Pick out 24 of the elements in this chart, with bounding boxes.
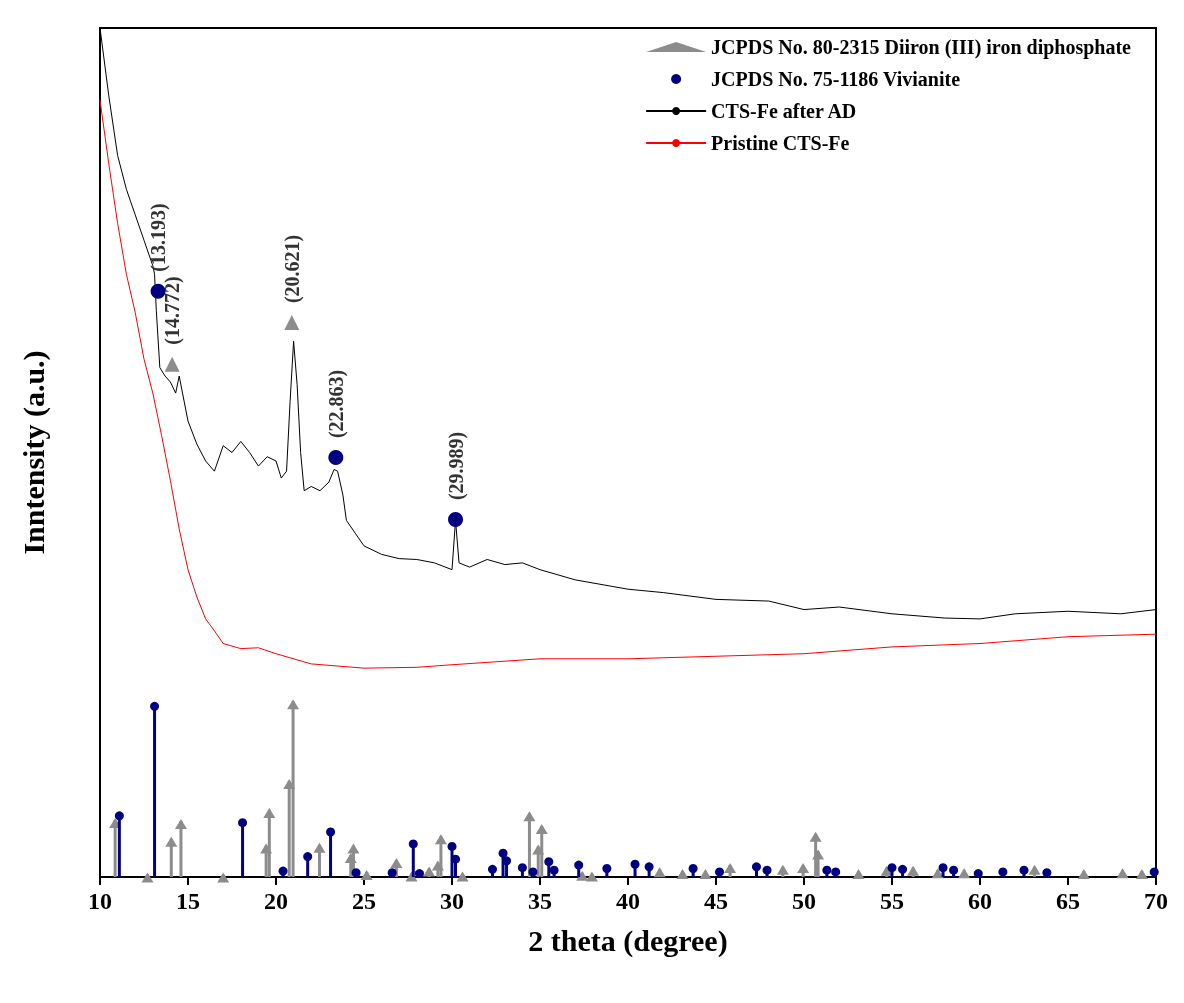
legend-label: CTS-Fe after AD: [711, 100, 857, 122]
annotation: (20.621): [280, 234, 304, 304]
annotation: (13.193): [147, 203, 171, 272]
x-tick-label: 25: [352, 888, 376, 914]
x-tick-label: 10: [88, 888, 112, 914]
x-tick-label: 65: [1056, 888, 1080, 914]
x-axis-title: 2 theta (degree): [528, 923, 728, 958]
legend-label: JCPDS No. 80-2315 Diiron (III) iron diphosphate: [711, 36, 1132, 59]
legend-label: Pristine CTS-Fe: [711, 132, 850, 154]
annotation: (14.772): [161, 276, 185, 345]
x-tick-label: 55: [880, 888, 904, 914]
x-tick-label: 45: [704, 888, 728, 914]
x-tick-label: 15: [176, 888, 200, 914]
x-tick-label: 40: [616, 888, 640, 914]
x-tick-label: 70: [1144, 888, 1168, 914]
x-tick-label: 20: [264, 888, 288, 914]
y-axis-title: Inntensity (a.u.): [16, 350, 51, 555]
x-tick-label: 35: [528, 888, 552, 914]
annotation: (29.989): [444, 431, 468, 501]
annotation: (22.863): [324, 369, 348, 439]
x-tick-label: 50: [792, 888, 816, 914]
legend-label: JCPDS No. 75-1186 Vivianite: [711, 68, 961, 90]
x-tick-label: 30: [440, 888, 464, 914]
x-tick-label: 60: [968, 888, 992, 914]
